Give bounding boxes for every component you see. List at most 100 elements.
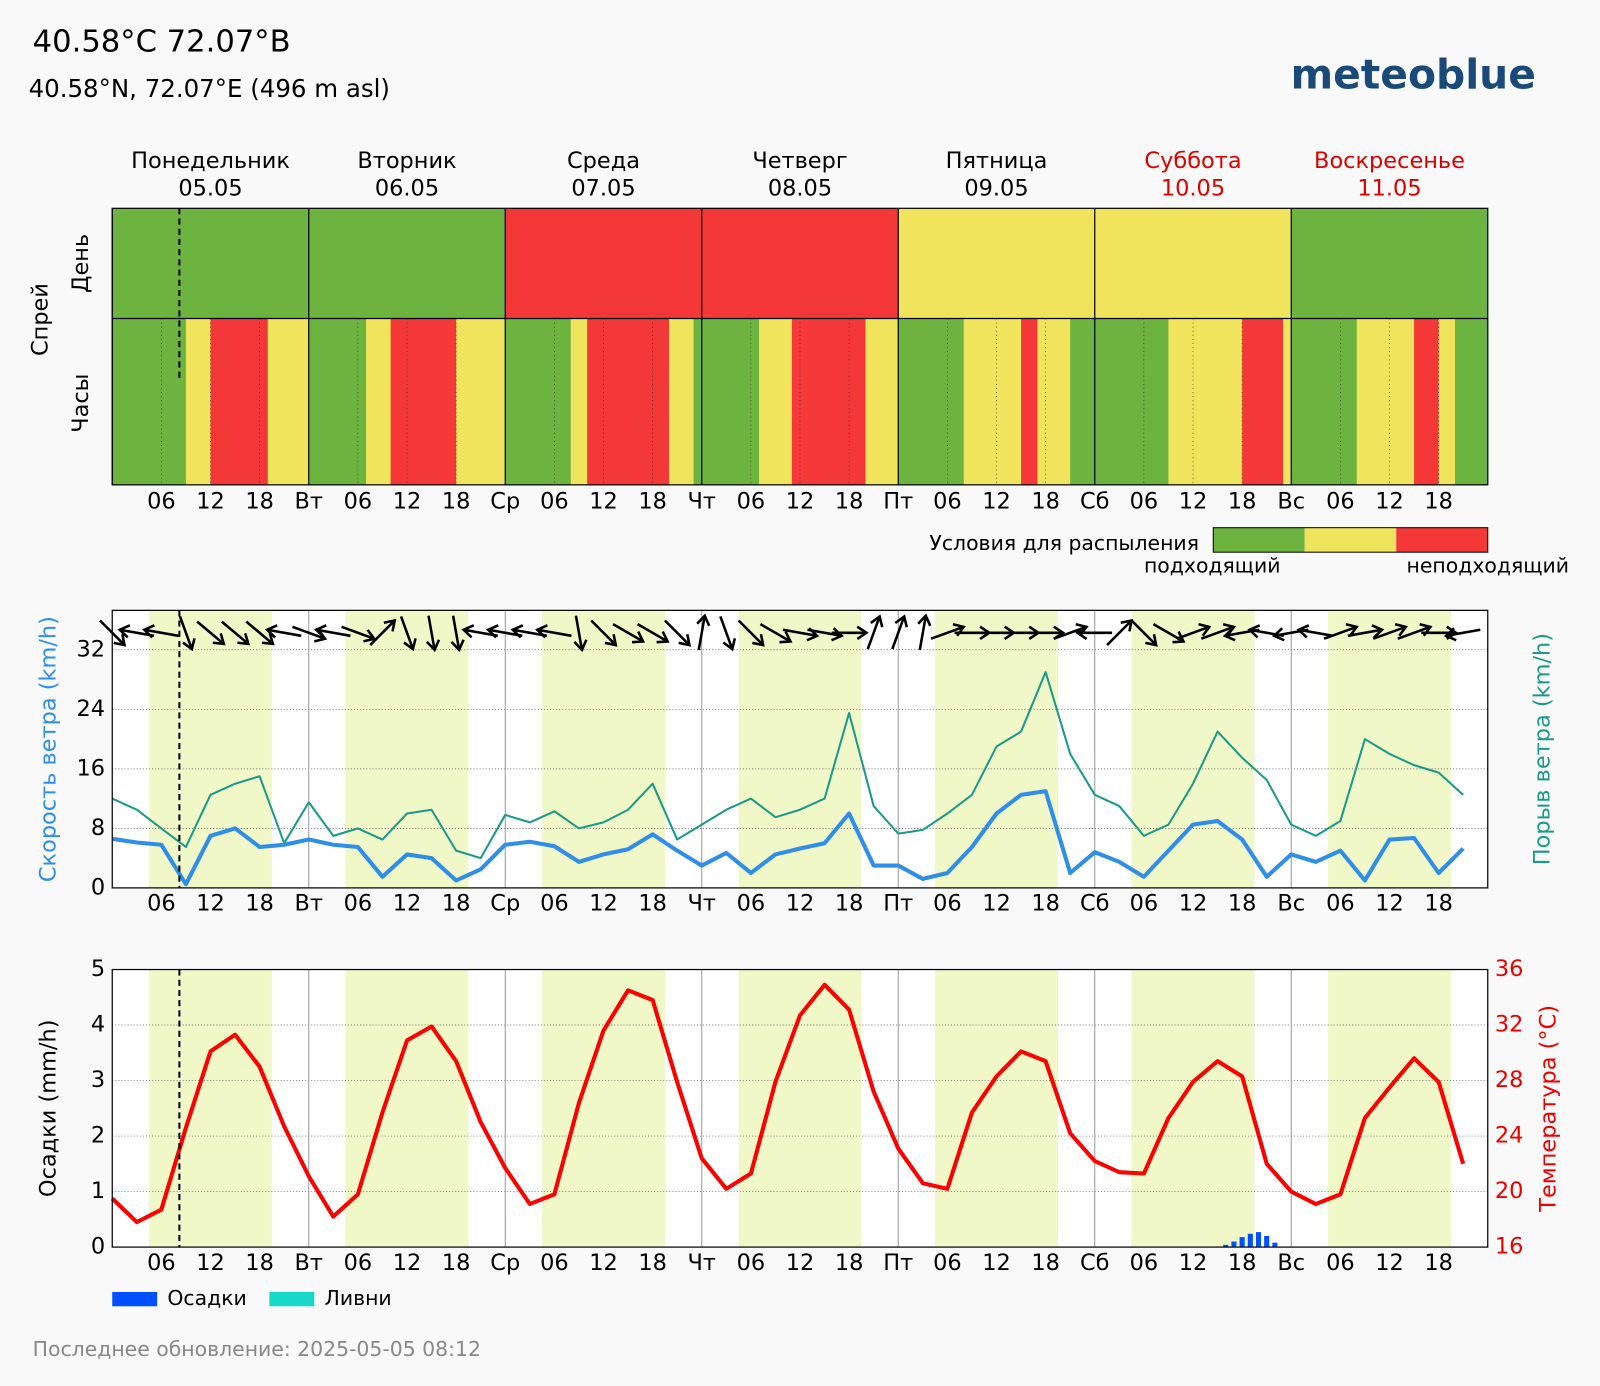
hour-rating [1209,318,1219,485]
day-rating [308,208,506,319]
hour-rating [161,318,171,485]
hour-rating [415,318,424,485]
hour-rating [1446,318,1456,485]
x-tick-label: 06 [344,1250,373,1276]
y2-tick-label: 32 [1495,1012,1524,1038]
axis-label: День [68,234,94,293]
x-tick-label: 06 [737,891,766,917]
axis-label: Осадки (mm/h) [35,1020,61,1198]
y-tick-label: 32 [77,636,106,662]
hour-rating [341,318,351,485]
hour-rating [906,318,916,485]
hour-rating [1340,318,1350,485]
hour-rating [971,318,981,485]
hour-rating [742,318,752,485]
wind-arrow [612,623,646,644]
hour-rating [1324,318,1333,485]
hour-rating [1094,318,1104,485]
legend-swatch [1396,527,1488,553]
hour-rating [931,318,940,485]
hour-rating [513,318,523,485]
day-name: Среда [567,148,640,174]
daylight [345,610,469,888]
hour-rating [783,318,793,485]
hour-rating [366,318,375,485]
x-tick-label: 12 [589,1250,618,1276]
axis-label: Спрей [27,283,53,356]
wind-arrow [737,619,765,647]
axis-label: Скорость ветра (km/h) [35,616,61,882]
hour-rating [464,318,474,485]
wind-arrow [1347,624,1385,639]
frame [111,609,1489,889]
hour-rating [636,318,645,485]
x-tick-label: 06 [933,489,962,515]
hour-rating [1373,318,1382,485]
x-tick-label: 06 [540,489,569,515]
wind-arrow [450,615,465,653]
x-tick-label: 12 [1375,489,1404,515]
y-tick-label: 8 [91,815,105,841]
daylight [1131,610,1255,888]
x-tick-label: Вт [295,1250,323,1276]
x-tick-label: Чт [688,891,716,917]
day-date: 09.05 [964,175,1028,201]
daylight [542,610,665,888]
x-tick-label: 12 [1179,489,1208,515]
legend-title: Условия для распыления [929,531,1199,555]
hour-rating [595,318,605,485]
hour-rating [292,318,302,485]
hour-rating [767,318,776,485]
series-line [110,982,1466,1225]
daylight [935,969,1058,1248]
hour-rating [153,318,162,485]
hour-rating [136,318,146,485]
hour-rating [840,318,850,485]
frame [111,968,1489,1248]
hour-rating [1102,318,1112,485]
wind-arrow [807,627,844,642]
axis-label: Температура (°C) [1535,1005,1561,1213]
wind-arrow [719,616,737,652]
hour-rating [497,318,506,485]
wind-arrow [891,614,909,650]
hour-rating [284,318,293,485]
hour-rating [947,318,957,485]
hour-rating [1037,318,1047,485]
x-tick-label: Ср [490,1250,520,1276]
hour-rating [1062,318,1071,485]
wind-arrow [866,614,884,650]
x-tick-label: 06 [737,1250,766,1276]
day-rating [898,208,1095,319]
hour-rating [939,318,948,485]
x-tick-label: 06 [1326,489,1355,515]
x-tick-label: 12 [196,891,225,917]
x-tick-label: 18 [1228,891,1257,917]
hour-rating [1364,318,1374,485]
hour-rating [349,318,359,485]
wind-arrow [1106,618,1134,646]
hour-rating [1307,318,1317,485]
legend-label: Ливни [324,1286,391,1310]
hour-rating [1021,318,1030,485]
wind-arrow [196,620,226,646]
hour-rating [881,318,891,485]
wind-arrow [1372,623,1408,640]
hour-rating [1414,318,1423,485]
hour-rating [1225,318,1235,485]
wind-arrow [313,624,351,639]
hour-rating [1471,318,1481,485]
hour-rating [1299,318,1309,485]
x-tick-label: 06 [1326,1250,1355,1276]
day-rating [1291,208,1488,319]
precip-bar [1231,1241,1237,1248]
x-tick-label: Пт [883,489,913,515]
hour-rating [169,318,179,485]
hour-rating [603,318,613,485]
wind-arrow [573,615,588,653]
wind-arrow [1296,624,1334,639]
hour-rating [185,318,195,485]
hour-rating [300,318,310,485]
x-tick-label: 06 [147,1250,176,1276]
